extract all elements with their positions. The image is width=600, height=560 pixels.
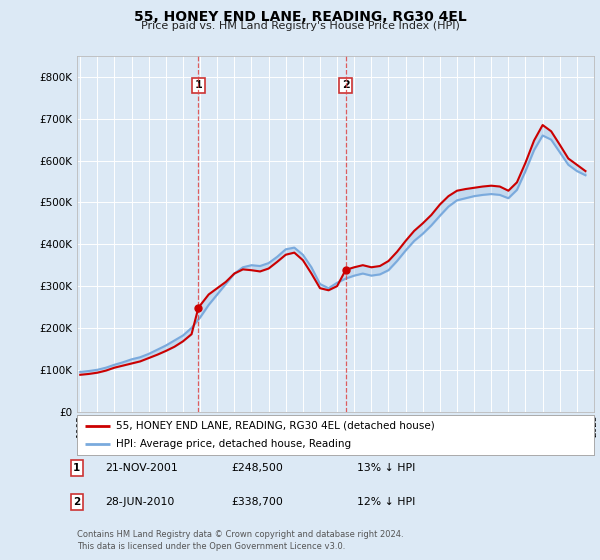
- Text: 1: 1: [194, 80, 202, 90]
- Text: 2: 2: [73, 497, 80, 507]
- Text: Price paid vs. HM Land Registry's House Price Index (HPI): Price paid vs. HM Land Registry's House …: [140, 21, 460, 31]
- Text: 28-JUN-2010: 28-JUN-2010: [105, 497, 175, 507]
- Text: 2: 2: [342, 80, 350, 90]
- Text: 1: 1: [73, 463, 80, 473]
- Text: Contains HM Land Registry data © Crown copyright and database right 2024.
This d: Contains HM Land Registry data © Crown c…: [77, 530, 403, 551]
- Text: £338,700: £338,700: [231, 497, 283, 507]
- Text: 12% ↓ HPI: 12% ↓ HPI: [357, 497, 415, 507]
- Text: 55, HONEY END LANE, READING, RG30 4EL (detached house): 55, HONEY END LANE, READING, RG30 4EL (d…: [116, 421, 434, 431]
- Text: 55, HONEY END LANE, READING, RG30 4EL: 55, HONEY END LANE, READING, RG30 4EL: [134, 10, 466, 24]
- Text: HPI: Average price, detached house, Reading: HPI: Average price, detached house, Read…: [116, 439, 351, 449]
- Text: £248,500: £248,500: [231, 463, 283, 473]
- Text: 13% ↓ HPI: 13% ↓ HPI: [357, 463, 415, 473]
- Text: 21-NOV-2001: 21-NOV-2001: [105, 463, 178, 473]
